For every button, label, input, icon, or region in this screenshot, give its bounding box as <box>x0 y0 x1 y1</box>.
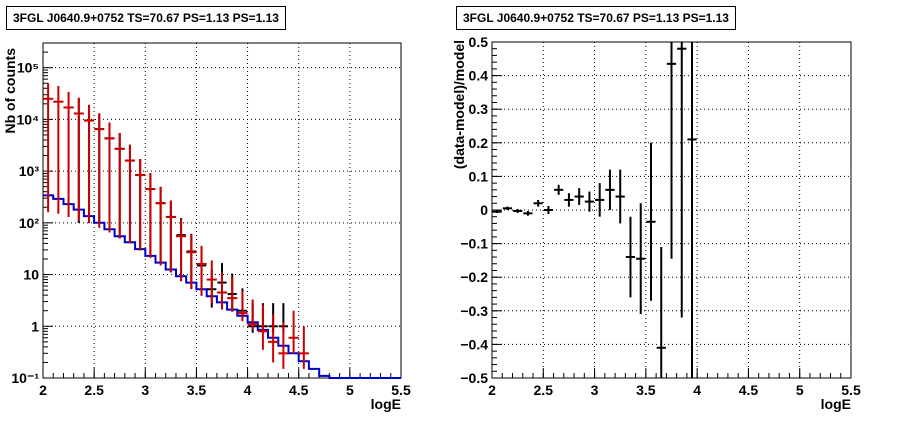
y-tick-label: 0.4 <box>469 68 489 84</box>
y-tick-label: 10⁴ <box>17 111 40 127</box>
x-axis-title: logE <box>821 396 851 412</box>
y-tick-label: 0 <box>480 202 488 218</box>
y-tick-label: 10³ <box>19 163 40 179</box>
x-tick-label: 3 <box>591 382 599 398</box>
y-tick-label: −0.3 <box>460 303 488 319</box>
y-tick-label: 1 <box>31 318 39 334</box>
x-tick-label: 2 <box>488 382 496 398</box>
y-tick-label: 10⁻¹ <box>11 370 39 386</box>
x-tick-label: 3.5 <box>636 382 656 398</box>
y-tick-label: −0.2 <box>460 269 488 285</box>
y-tick-label: 0.1 <box>469 168 489 184</box>
x-tick-label: 2.5 <box>84 382 104 398</box>
counts-title: 3FGL J0640.9+0752 TS=70.67 PS=1.13 PS=1.… <box>6 6 286 30</box>
plot-frame <box>42 42 402 379</box>
x-tick-label: 4.5 <box>739 382 759 398</box>
y-tick-label: 0.3 <box>469 101 489 117</box>
x-axis-title: logE <box>371 396 401 412</box>
y-axis-title: Nb of counts <box>2 48 18 134</box>
x-tick-label: 2 <box>39 382 47 398</box>
counts-plot: 2 2.5 3 3.5 4 4.5 5 5.5 10⁻¹ 1 10 10² 10³ 10⁴ 10⁵ logE N… <box>2 42 411 412</box>
counts-panel: 2 2.5 3 3.5 4 4.5 5 5.5 10⁻¹ 1 10 10² 10³ 10⁴ 10⁵ logE N… <box>2 6 411 412</box>
x-tick-label: 5 <box>346 382 354 398</box>
x-tick-label: 2.5 <box>534 382 554 398</box>
x-tick-label: 5.5 <box>391 382 411 398</box>
y-tick-label: 10⁵ <box>17 60 39 76</box>
residuals-panel: 2 2.5 3 3.5 4 4.5 5 5.5 −0.5 −0.4 −0.3 −0.2 −0.1 0 0.1… <box>449 0 898 421</box>
y-tick-label: −0.4 <box>460 336 488 352</box>
y-axis-title: (data-model)/model <box>451 40 467 169</box>
x-tick-label: 4 <box>693 382 701 398</box>
x-tick-label: 5.5 <box>841 382 861 398</box>
y-tick-label: 0.5 <box>469 34 489 50</box>
x-tick-label: 4.5 <box>289 382 309 398</box>
residuals-title: 3FGL J0640.9+0752 TS=70.67 PS=1.13 PS=1.… <box>456 6 736 30</box>
x-tick-label: 3.5 <box>187 382 207 398</box>
y-tick-label: −0.5 <box>460 370 488 386</box>
y-tick-label: 10 <box>23 267 39 283</box>
y-tick-label: −0.1 <box>460 236 488 252</box>
x-tick-label: 5 <box>796 382 804 398</box>
residuals-plot: 2 2.5 3 3.5 4 4.5 5 5.5 −0.5 −0.4 −0.3 −0.2 −0.1 0 0.1… <box>451 34 861 412</box>
y-tick-label: 10² <box>19 215 40 231</box>
x-tick-label: 3 <box>141 382 149 398</box>
y-tick-label: 0.2 <box>469 135 489 151</box>
x-tick-label: 4 <box>244 382 252 398</box>
